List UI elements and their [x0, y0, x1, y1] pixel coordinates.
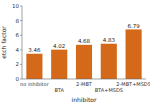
x-tick-label: 2-MBT+MSDS — [116, 81, 150, 87]
data-label: 4.68 — [78, 38, 91, 44]
data-label: 6.79 — [127, 23, 140, 29]
y-tick-label: 4 — [16, 47, 20, 53]
y-tick-label: 2 — [16, 61, 20, 67]
y-tick — [20, 49, 22, 50]
y-tick-label: 10 — [12, 3, 19, 9]
x-axis-line — [22, 79, 146, 80]
y-tick — [20, 79, 22, 80]
y-tick — [20, 6, 22, 7]
chart-svg: 3.46 4.02 4.68 4.83 6.79 0 2 4 6 8 10 no inhibitor B… — [0, 0, 150, 104]
bar — [76, 45, 92, 79]
y-tick-label: 8 — [16, 18, 20, 24]
x-axis-label: inhibitor — [72, 96, 97, 103]
bars — [26, 29, 141, 79]
x-tick-label: BTA+MSDS — [95, 87, 123, 93]
chart-container: 3.46 4.02 4.68 4.83 6.79 0 2 4 6 8 10 no inhibitor B… — [0, 0, 150, 104]
x-tick-label: 2-MBT — [76, 81, 93, 87]
data-label: 3.46 — [28, 47, 41, 53]
y-axis-label: etch factor — [0, 26, 7, 59]
bar — [51, 50, 67, 79]
bar — [101, 44, 117, 79]
y-tick-label: 6 — [16, 32, 20, 38]
y-tick-label: 0 — [16, 76, 20, 82]
y-axis-line — [22, 6, 23, 79]
y-tick — [20, 20, 22, 21]
x-tick-label: no inhibitor — [20, 81, 50, 87]
data-label: 4.83 — [103, 37, 116, 43]
bar — [126, 29, 142, 79]
y-tick — [20, 64, 22, 65]
y-tick — [20, 35, 22, 36]
x-tick-label: BTA — [54, 87, 64, 93]
bar — [26, 54, 42, 79]
data-label: 4.02 — [53, 43, 65, 49]
